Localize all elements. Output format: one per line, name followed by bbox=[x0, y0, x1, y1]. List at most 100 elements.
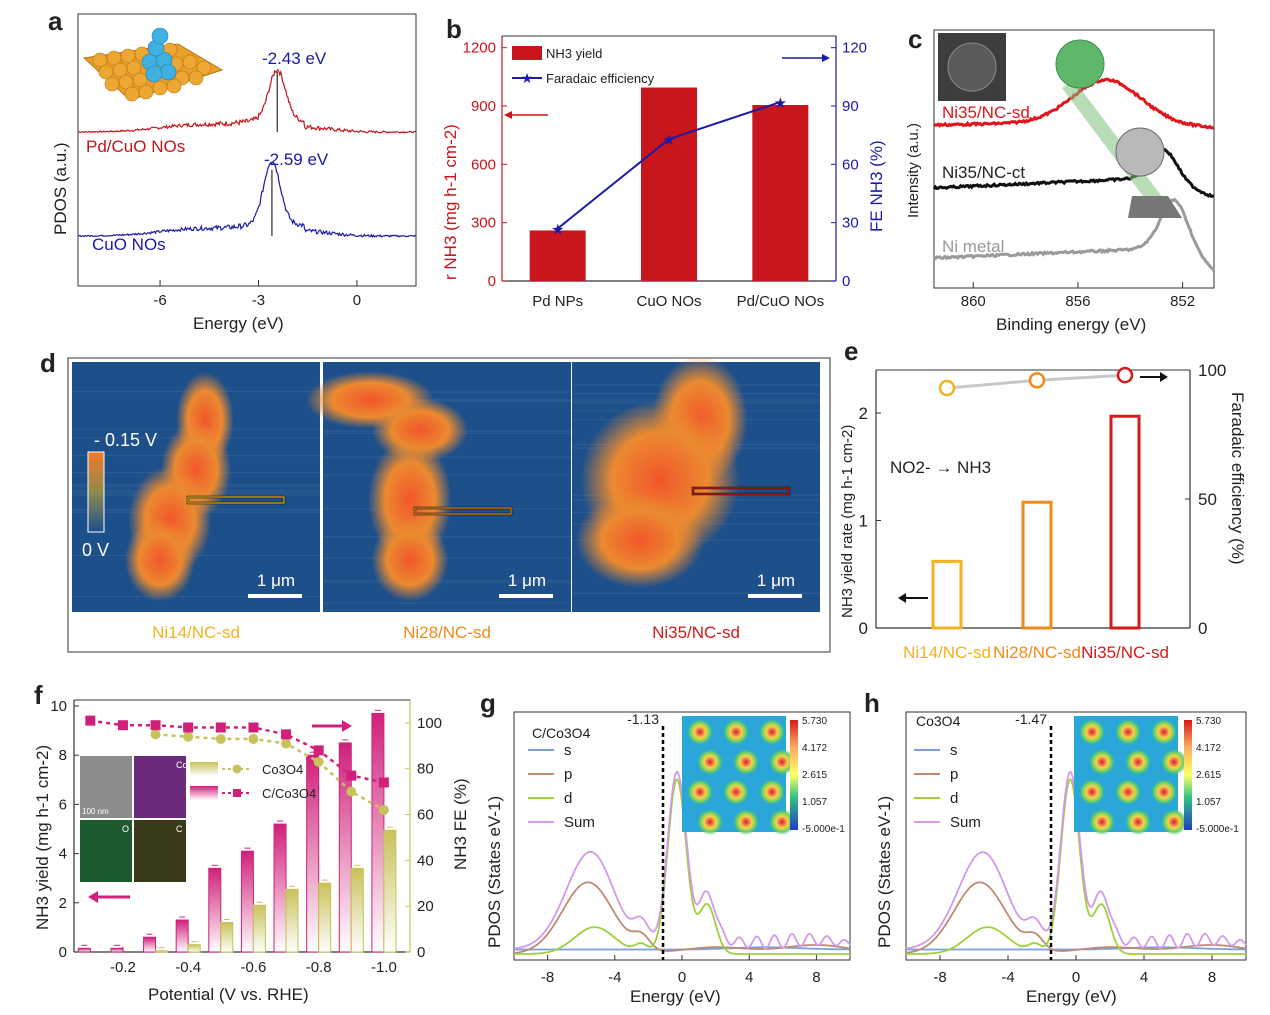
panel-e-ticks: 0 1 2 0 50 100 bbox=[859, 361, 1227, 638]
panel-g-ylabel: PDOS (States eV-1) bbox=[485, 796, 504, 948]
atom-hotspot bbox=[759, 719, 785, 745]
x-tick-label: 4 bbox=[1140, 969, 1148, 986]
scan-line bbox=[323, 391, 571, 393]
bar-c-co3o4 bbox=[110, 947, 124, 953]
eds-scalebar-label: 100 nm bbox=[82, 807, 109, 816]
fe-c-co3o4-marker bbox=[378, 777, 389, 788]
panel-d-frame bbox=[67, 357, 831, 653]
atom-hotspot bbox=[1125, 749, 1151, 775]
scalebar-label: 1 μm bbox=[757, 571, 795, 590]
panel-c-letter: c bbox=[908, 24, 922, 54]
colorbar: 5.730 4.172 2.615 1.057 -5.000e-1 bbox=[790, 716, 845, 835]
fe-c-co3o4-line bbox=[90, 719, 385, 784]
y-tick-label-left: 900 bbox=[471, 98, 496, 115]
x-tick-label: -4 bbox=[1001, 969, 1014, 986]
x-tick-label: -0.8 bbox=[306, 959, 332, 976]
x-tick-label: -3 bbox=[252, 292, 265, 309]
x-category-label: Ni35/NC-sd bbox=[1081, 643, 1169, 662]
fe-c-co3o4-marker bbox=[85, 715, 96, 726]
x-tick-label: -0.6 bbox=[240, 959, 266, 976]
atom-hotspot bbox=[733, 749, 759, 775]
bar-c-co3o4 bbox=[175, 919, 189, 953]
peak-label-cuo: -2.59 eV bbox=[264, 150, 329, 169]
panel-b-letter: b bbox=[446, 14, 462, 44]
scale-top-label: - 0.15 V bbox=[94, 430, 157, 450]
fe-co3o4-marker bbox=[215, 733, 226, 744]
charge-density-map bbox=[1074, 716, 1187, 835]
atom-hotspot bbox=[723, 719, 749, 745]
colorbar-tick-label: 2.615 bbox=[802, 770, 827, 781]
colorbar-tick-label: 2.615 bbox=[1196, 770, 1221, 781]
pdos-cuo-curve bbox=[77, 161, 417, 239]
y-tick-label-left: 2 bbox=[59, 895, 67, 912]
marker-label: -1.47 bbox=[1015, 711, 1047, 727]
panel-e: e 0 1 2 0 50 100 NO2- → NH3 NH3 yield rate (m… bbox=[839, 336, 1247, 662]
atom-hotspot bbox=[1115, 719, 1141, 745]
scan-line bbox=[323, 456, 571, 458]
fe-c-co3o4-marker bbox=[313, 745, 324, 756]
colorbar-tick-label: 5.730 bbox=[1196, 716, 1221, 727]
eds-c-map bbox=[134, 820, 186, 882]
line-profile-marker bbox=[187, 496, 285, 504]
bar-co3o4 bbox=[285, 888, 299, 953]
x-tick-label: 0 bbox=[353, 292, 361, 309]
bar-c-co3o4 bbox=[208, 867, 222, 953]
panel-f-xlabel: Potential (V vs. RHE) bbox=[148, 985, 309, 1004]
kpfm-particle bbox=[371, 518, 449, 602]
x-category-label: Ni14/NC-sd bbox=[903, 643, 991, 662]
bar-c-co3o4 bbox=[77, 947, 91, 953]
y-tick-label-right: 100 bbox=[1198, 361, 1226, 380]
atom-hotspot bbox=[1151, 779, 1177, 805]
y-tick-label-left: 1200 bbox=[463, 40, 496, 57]
bar-co3o4 bbox=[318, 882, 332, 953]
trapezoid-icon bbox=[1128, 196, 1182, 218]
scalebar-label: 1 μm bbox=[508, 571, 546, 590]
panel-b: b 0 300 600 900 1200 0 30 60 90 120 Pd NPs CuO NOs… bbox=[441, 14, 886, 310]
legend-bar-label: NH3 yield bbox=[546, 46, 602, 61]
y-tick-label-right: 60 bbox=[417, 807, 434, 824]
panel-b-ylabel-left: r NH3 (mg h-1 cm-2) bbox=[441, 124, 460, 280]
bar-co3o4 bbox=[187, 944, 201, 953]
eds-co-label: Co bbox=[176, 760, 188, 770]
legend-bar-swatch bbox=[512, 46, 542, 60]
y-tick-label-left: 0 bbox=[488, 273, 496, 290]
y-tick-label-left: 600 bbox=[471, 156, 496, 173]
y-tick-label-left: 8 bbox=[59, 747, 67, 764]
scan-line bbox=[323, 609, 571, 611]
scan-line bbox=[323, 581, 571, 583]
fe-star-marker: ★ bbox=[662, 132, 675, 149]
panel-h-letter: h bbox=[864, 688, 880, 718]
bar-co3o4 bbox=[155, 950, 169, 953]
legend-c-co3o4-swatch bbox=[190, 786, 218, 800]
fe-co3o4-marker bbox=[313, 756, 324, 767]
y-tick-label-right: 0 bbox=[417, 944, 425, 961]
y-tick-label-left: 2 bbox=[859, 404, 868, 423]
x-category-label: Pd NPs bbox=[532, 293, 583, 310]
x-tick-label: 860 bbox=[961, 293, 986, 310]
label-pd-cuo: Pd/CuO NOs bbox=[86, 137, 185, 156]
panel-b-ylabel-right: FE NH3 (%) bbox=[867, 140, 886, 232]
panel-c-frame bbox=[933, 29, 1215, 289]
fe-co3o4-marker bbox=[183, 731, 194, 742]
kpfm-sample-label: Ni35/NC-sd bbox=[652, 623, 740, 642]
atom-hotspot bbox=[687, 719, 713, 745]
legend-co3o4-swatch bbox=[190, 762, 218, 776]
panel-f-ylabel-right: NH3 FE (%) bbox=[451, 778, 470, 870]
colorbar-tick-label: 4.172 bbox=[1196, 743, 1221, 754]
panel-e-categories: Ni14/NC-sd Ni28/NC-sd Ni35/NC-sd bbox=[903, 643, 1169, 662]
y-tick-label-left: 4 bbox=[59, 846, 67, 863]
eds-inset: Co O C 100 nm bbox=[80, 756, 188, 882]
atom-hotspot bbox=[697, 749, 723, 775]
bar-yield-rate bbox=[931, 559, 963, 630]
panel-a-x-ticks: -6 -3 0 bbox=[153, 280, 361, 309]
x-category-label: Ni28/NC-sd bbox=[993, 643, 1081, 662]
marker-label: -1.13 bbox=[627, 711, 659, 727]
arrow-left-icon bbox=[88, 891, 130, 903]
panel-d: d 1 μm 1 μm 1 μm - 0.15 V 0 V Ni14/NC-sd Ni… bbox=[40, 348, 831, 653]
y-tick-label-left: 10 bbox=[50, 698, 67, 715]
bar-c-co3o4 bbox=[143, 936, 157, 953]
tem-particle-icon bbox=[947, 42, 997, 92]
legend-label: p bbox=[564, 766, 572, 783]
panel-g-legend: spd Sum bbox=[528, 742, 595, 831]
